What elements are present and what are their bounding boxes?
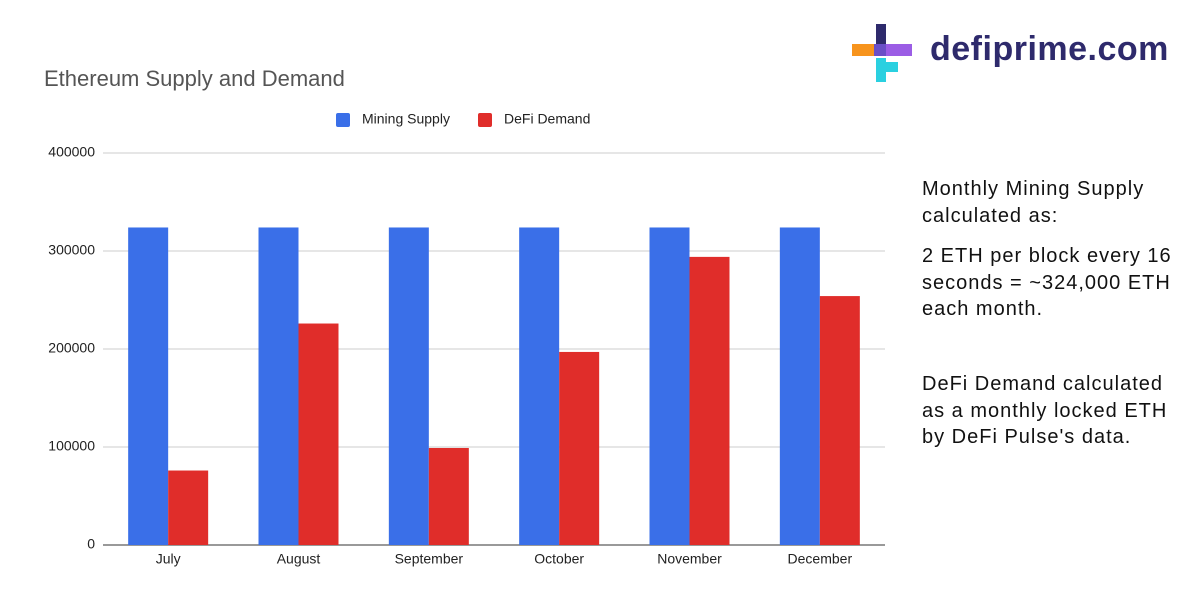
y-tick-label: 200000 [48, 340, 95, 356]
bar [689, 256, 730, 545]
chart-title: Ethereum Supply and Demand [44, 66, 345, 91]
x-tick-label: October [534, 551, 584, 567]
bar [519, 227, 560, 546]
y-tick-label: 400000 [48, 144, 95, 160]
y-tick-label: 300000 [48, 242, 95, 258]
x-tick-label: December [788, 551, 853, 567]
x-tick-label: November [657, 551, 722, 567]
legend-swatch [336, 113, 350, 127]
y-tick-label: 100000 [48, 438, 95, 454]
bar [779, 227, 820, 546]
legend-label: DeFi Demand [504, 111, 590, 127]
x-tick-label: September [395, 551, 464, 567]
bar [559, 351, 600, 545]
x-tick-label: July [156, 551, 181, 567]
brand: defiprime.com [930, 30, 1169, 68]
bar [298, 323, 339, 545]
note: 2 ETH per block every 16 seconds = ~324,… [922, 245, 1172, 321]
bar [819, 296, 860, 545]
bar [388, 227, 429, 546]
bar [428, 447, 469, 545]
bar [649, 227, 690, 546]
x-tick-label: August [277, 551, 321, 567]
legend-swatch [478, 113, 492, 127]
logo-icon [852, 24, 912, 82]
note: Monthly Mining Supply calculated as: [922, 178, 1145, 227]
bar [128, 227, 169, 546]
notes: Monthly Mining Supply calculated as: 2 E… [922, 176, 1184, 465]
legend-label: Mining Supply [362, 111, 450, 127]
bar [168, 470, 209, 545]
y-tick-label: 0 [87, 536, 95, 552]
note: DeFi Demand calculated as a monthly lock… [922, 372, 1168, 449]
bar [258, 227, 299, 546]
